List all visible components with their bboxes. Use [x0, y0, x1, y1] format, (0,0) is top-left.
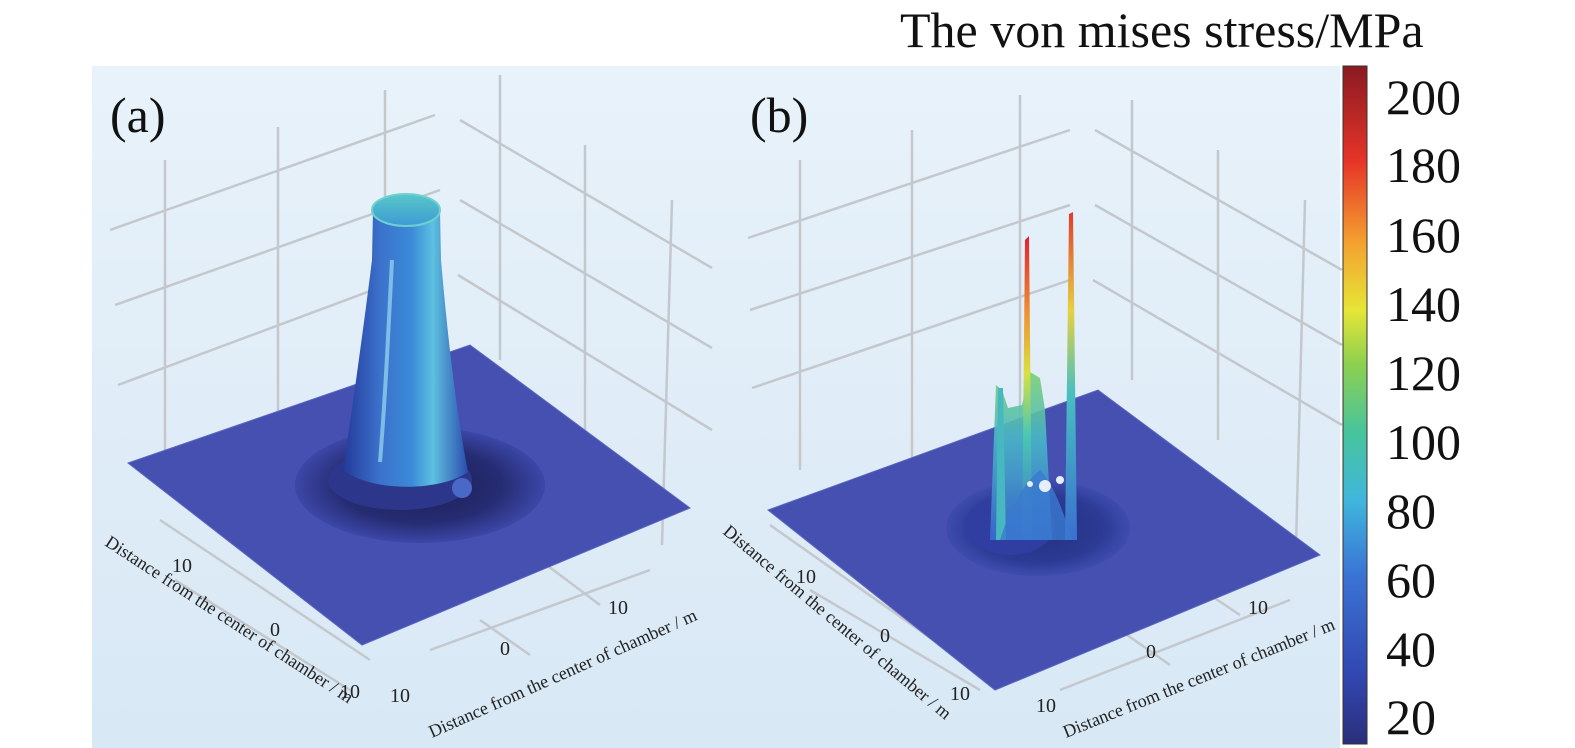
panel-b-label: (b) [750, 87, 809, 143]
panel-a-xtick-3: 10 [608, 597, 628, 619]
panel-b-xtick-1: 10 [1036, 695, 1056, 717]
panel-b-ytick-2: 0 [880, 625, 890, 647]
panel-a-xlabel: Distance from the center of chamber / m [425, 605, 699, 742]
colorbar-tick: 80 [1386, 483, 1436, 539]
colorbar-tick: 20 [1386, 689, 1436, 745]
colorbar-tick: 160 [1386, 207, 1461, 263]
panel-a-xtick-1: 10 [390, 685, 410, 707]
colorbar-tick: 180 [1386, 137, 1461, 193]
colorbar-tick: 120 [1386, 345, 1461, 401]
colorbar-tick: 200 [1386, 69, 1461, 125]
panel-a-surface [126, 193, 692, 646]
panel-a-ytick-1: 10 [172, 555, 192, 577]
panel-b-xtick-2: 0 [1146, 641, 1156, 663]
panel-a-ytick-3: 10 [340, 681, 360, 703]
panel-b-xtick-3: 10 [1248, 597, 1268, 619]
colorbar [1342, 65, 1368, 745]
panel-a-label: (a) [110, 87, 166, 143]
colorbar-tick: 60 [1386, 552, 1436, 608]
panel-b-ytick-1: 10 [796, 566, 816, 588]
panel-b-ytick-3: 10 [950, 683, 970, 705]
panel-a-xtick-2: 0 [500, 638, 510, 660]
colorbar-title: The von mises stress/MPa [900, 2, 1424, 58]
colorbar-tick: 100 [1386, 414, 1461, 470]
panel-a-ytick-2: 0 [270, 619, 280, 641]
panel-b-surface [766, 212, 1322, 691]
panel-b-grid [747, 95, 1343, 692]
colorbar-tick: 40 [1386, 621, 1436, 677]
colorbar-tick: 140 [1386, 276, 1461, 332]
